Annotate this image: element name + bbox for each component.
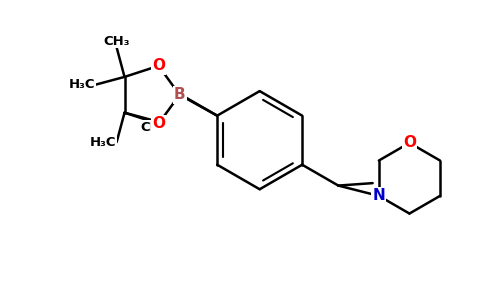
Text: CH₃: CH₃ <box>141 121 167 134</box>
Text: H₃C: H₃C <box>69 78 95 91</box>
Text: O: O <box>152 116 165 131</box>
Text: H₃C: H₃C <box>90 136 117 148</box>
Text: CH₃: CH₃ <box>104 34 130 47</box>
Text: O: O <box>152 58 165 74</box>
Text: B: B <box>174 87 185 102</box>
Text: O: O <box>403 135 416 150</box>
Text: N: N <box>373 188 385 203</box>
